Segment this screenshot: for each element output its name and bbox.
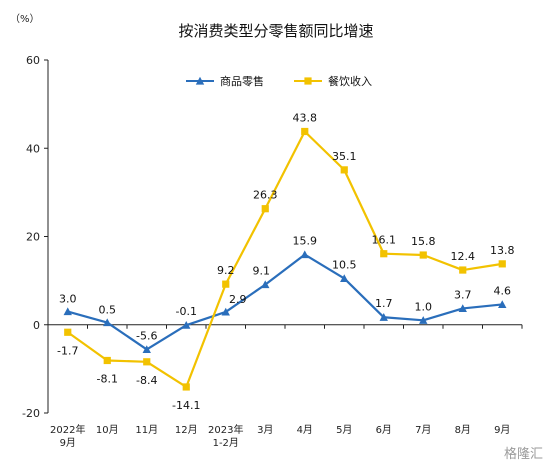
data-label-goods: 3.7 xyxy=(454,288,472,301)
data-label-catering: -8.1 xyxy=(97,372,118,385)
x-tick-label: 12月 xyxy=(175,424,198,436)
data-label-goods: 3.0 xyxy=(59,293,77,306)
data-point-goods xyxy=(498,300,507,309)
y-tick-label: 40 xyxy=(26,142,40,155)
data-label-catering: 12.4 xyxy=(451,250,476,263)
x-tick-label: 8月 xyxy=(455,424,471,436)
data-point-goods xyxy=(419,316,428,324)
unit-label: （%） xyxy=(10,13,40,25)
data-label-catering: -8.4 xyxy=(136,374,157,387)
series-line-goods xyxy=(67,253,503,351)
data-label-catering: 13.8 xyxy=(490,244,515,257)
data-point-goods xyxy=(300,250,309,259)
data-point-catering xyxy=(459,266,467,274)
y-tick-label: 60 xyxy=(26,54,40,67)
data-point-goods xyxy=(63,307,72,316)
x-tick-label: 7月 xyxy=(415,424,431,436)
legend-label: 商品零售 xyxy=(220,74,264,88)
legend-label: 餐饮收入 xyxy=(328,74,372,88)
data-point-catering xyxy=(380,250,388,258)
x-tick-label: 6月 xyxy=(376,424,392,436)
data-label-goods: 9.1 xyxy=(253,265,271,278)
legend: 商品零售 餐饮收入 xyxy=(186,74,372,88)
legend-marker xyxy=(304,77,312,85)
data-point-catering xyxy=(143,358,151,366)
data-label-goods: 4.6 xyxy=(494,284,512,297)
x-tick-label: 5月 xyxy=(336,424,352,436)
data-label-goods: -5.6 xyxy=(136,329,157,342)
data-point-goods xyxy=(458,304,467,312)
data-label-catering: 9.2 xyxy=(217,264,235,277)
data-point-goods xyxy=(261,280,270,289)
data-point-goods xyxy=(340,274,349,282)
data-label-catering: 26.3 xyxy=(253,189,278,202)
data-point-goods xyxy=(221,307,230,316)
data-label-goods: 15.9 xyxy=(293,235,318,248)
data-point-catering xyxy=(261,205,269,213)
data-labels: 3.0 0.5 -5.6 -0.1 2.9 9.1 15.9 10.5 1.7 1.0 3.7 4.6… xyxy=(57,111,514,411)
data-point-goods xyxy=(103,318,112,327)
series-line-catering xyxy=(67,130,503,389)
x-tick-label: 3月 xyxy=(257,424,273,436)
data-label-catering: -14.1 xyxy=(172,399,200,412)
data-point-goods xyxy=(142,345,151,354)
data-point-catering xyxy=(340,166,348,174)
x-tick-label: 2022年 9月 xyxy=(50,423,85,449)
data-point-catering xyxy=(419,251,427,259)
y-tick-label: -20 xyxy=(22,407,40,420)
data-label-catering: 15.8 xyxy=(411,235,436,248)
y-tick-label: 0 xyxy=(33,319,40,332)
data-point-catering xyxy=(103,356,111,365)
data-label-goods: 1.7 xyxy=(375,297,393,310)
data-point-goods xyxy=(182,320,191,329)
legend-marker xyxy=(195,76,205,85)
data-label-goods: 0.5 xyxy=(99,304,117,317)
data-label-catering: 35.1 xyxy=(332,150,357,163)
x-tick-label: 2023年 1-2月 xyxy=(208,423,243,449)
chart-title: 按消费类型分零售额同比增速 xyxy=(178,22,373,40)
x-tick-label: 4月 xyxy=(297,424,313,436)
data-label-goods: -0.1 xyxy=(176,305,197,318)
data-label-goods: 10.5 xyxy=(332,258,357,271)
series-layer xyxy=(63,127,507,391)
data-label-goods: 2.9 xyxy=(229,293,247,306)
data-label-catering: 43.8 xyxy=(293,111,318,124)
data-point-catering xyxy=(222,280,230,288)
data-label-catering: 16.1 xyxy=(372,234,397,247)
x-tick-label: 11月 xyxy=(135,424,158,436)
data-point-catering xyxy=(301,127,309,136)
data-point-goods xyxy=(379,313,388,321)
x-tick-label: 9月 xyxy=(494,424,510,436)
watermark-text: 格隆汇 xyxy=(504,446,543,462)
data-label-goods: 1.0 xyxy=(415,300,433,313)
data-point-catering xyxy=(182,383,190,391)
data-label-catering: -1.7 xyxy=(57,344,78,357)
data-point-catering xyxy=(498,260,506,268)
data-point-catering xyxy=(64,328,72,336)
y-tick-label: 20 xyxy=(26,231,40,244)
axes: -20 0 20 40 60 2022年 9月 10月 11月 12月 2023年 1-2月 3月 4月 5… xyxy=(22,54,523,449)
x-tick-label: 10月 xyxy=(96,424,119,436)
